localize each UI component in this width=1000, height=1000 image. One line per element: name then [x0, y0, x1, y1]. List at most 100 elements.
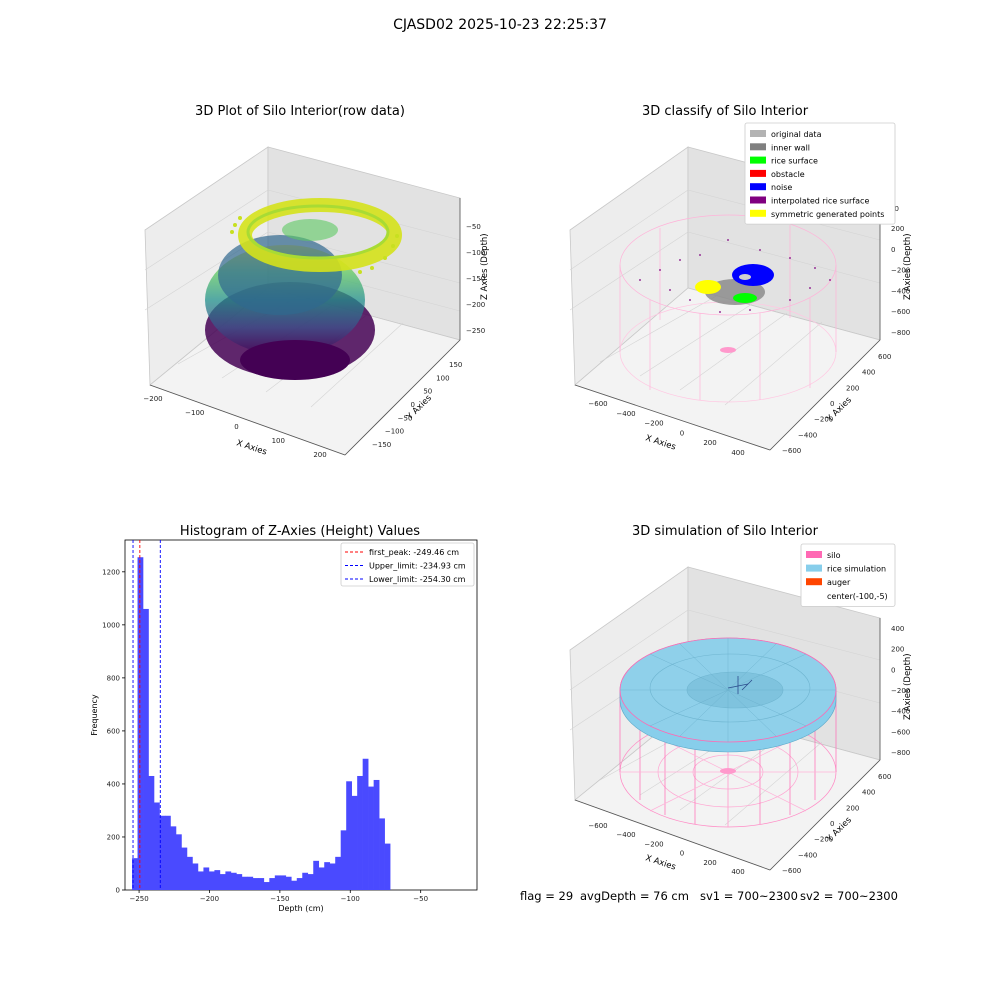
raw-y-tick: −100 — [385, 428, 404, 436]
classify-ylabel: Y Axies — [824, 395, 854, 425]
histogram-bar — [329, 863, 336, 890]
histogram-bar — [346, 781, 352, 890]
classify-y-tick: 600 — [878, 353, 891, 361]
raw-y-tick: 50 — [423, 388, 432, 396]
raw-y-tick: −150 — [372, 441, 391, 449]
simulation-x-tick: 0 — [680, 850, 684, 858]
simulation-z-tick: 400 — [891, 625, 904, 633]
classify-point-clusters — [695, 264, 774, 305]
raw-ylabel: Y Axies — [404, 393, 434, 423]
simulation-y-tick: −600 — [782, 867, 801, 875]
histogram-legend-label: Lower_limit: -254.30 cm — [369, 575, 466, 584]
simulation-y-tick: 0 — [830, 820, 834, 828]
classify-legend-item-label: symmetric generated points — [771, 210, 884, 219]
histogram-legend-label: first_peak: -249.46 cm — [369, 548, 459, 557]
simulation-z-tick: −600 — [891, 728, 910, 736]
simulation-x-tick: −600 — [588, 822, 607, 830]
classify-legend-item-label: inner wall — [771, 143, 810, 152]
classify-z-tick: −600 — [891, 308, 910, 316]
simulation-y-tick: 200 — [846, 804, 859, 812]
classify-zlabel: Z Axies (Depth) — [903, 233, 913, 300]
raw-x-tick: 200 — [313, 451, 326, 459]
raw-x-tick: 100 — [272, 437, 285, 445]
histogram-bar — [351, 795, 358, 890]
histogram-bar — [252, 878, 259, 890]
classify-legend-item-label: interpolated rice surface — [771, 197, 869, 206]
histogram-bar — [318, 867, 325, 890]
histogram-legend: first_peak: -249.46 cm Upper_limit: -234.… — [340, 542, 475, 587]
simulation-legend-item-swatch — [806, 578, 822, 586]
histogram-bar — [362, 758, 369, 890]
classify-legend-item-label: noise — [771, 183, 792, 192]
classify-z-tick: 0 — [891, 246, 895, 254]
classify-legend-item-swatch — [750, 209, 766, 217]
histogram-bar — [379, 818, 385, 890]
classify-z-tick: 200 — [891, 225, 904, 233]
histogram-y-tick: 800 — [107, 674, 120, 682]
classify-z-tick: −800 — [891, 329, 910, 337]
histogram-bar — [373, 779, 380, 890]
histogram-bar — [236, 874, 243, 890]
classify-z-tick: −200 — [891, 267, 910, 275]
status-sv2: sv2 = 700~2300 — [800, 889, 898, 903]
histogram-bar — [269, 878, 276, 890]
classify-z-tick: −400 — [891, 287, 910, 295]
histogram-bar — [208, 871, 215, 890]
simulation-y-tick: −400 — [798, 851, 817, 859]
histogram-bar — [148, 775, 155, 890]
histogram-bar — [340, 830, 347, 890]
histogram-bar — [384, 843, 391, 890]
simulation-zlabel: Z Axies (Depth) — [903, 653, 913, 720]
histogram-x-tick: −100 — [341, 895, 360, 903]
histogram-y-tick: 200 — [107, 833, 120, 841]
simulation-z-tick: 0 — [891, 666, 895, 674]
histogram-bar — [170, 826, 177, 890]
histogram-y-tick: 0 — [116, 887, 120, 895]
simulation-z-tick: −400 — [891, 708, 910, 716]
classify-xlabel: X Axies — [644, 433, 677, 452]
histogram-xlabel: Depth (cm) — [278, 904, 323, 913]
simulation-y-tick: 600 — [878, 773, 891, 781]
histogram-bar — [197, 871, 204, 890]
raw-z-tick: −200 — [466, 301, 485, 309]
classify-x-tick: −200 — [644, 420, 663, 428]
histogram-bar — [192, 863, 199, 890]
histogram-bar — [164, 815, 171, 890]
classify-legend-item-swatch — [750, 143, 766, 151]
classify-legend-item-label: original data — [771, 130, 822, 139]
histogram-bar — [280, 875, 287, 890]
histogram-y-tick: 1200 — [102, 568, 120, 576]
simulation-z-tick: 200 — [891, 646, 904, 654]
histogram-bar — [219, 874, 226, 890]
chart-title-simulation: 3D simulation of Silo Interior — [632, 524, 818, 539]
histogram-bar — [154, 802, 160, 890]
histogram-vlines — [132, 540, 161, 890]
raw-axis-ticks: −200−1000100200−150−100−50050100150−50−1… — [143, 223, 485, 459]
histogram-bar — [241, 876, 248, 890]
classify-legend-item-swatch — [750, 183, 766, 191]
histogram-bar — [247, 876, 254, 890]
histogram-bar — [132, 858, 138, 890]
raw-z-tick: −250 — [466, 327, 485, 335]
simulation-legend-item-swatch — [806, 551, 822, 558]
histogram-bar — [214, 870, 221, 890]
simulation-x-tick: −200 — [644, 840, 663, 848]
histogram-bar — [175, 834, 182, 890]
raw-y-tick: 0 — [411, 401, 415, 409]
raw-z-tick: −50 — [466, 223, 481, 231]
simulation-x-tick: 200 — [703, 859, 716, 867]
histogram-y-tick: 1000 — [102, 621, 120, 629]
histogram-bar — [159, 815, 166, 890]
raw-x-tick: −200 — [143, 395, 162, 403]
simulation-xlabel: X Axies — [644, 853, 677, 872]
histogram-bar — [285, 876, 292, 890]
histogram-bar — [186, 856, 193, 890]
chart-title-classify: 3D classify of Silo Interior — [641, 104, 809, 119]
simulation-z-tick: −200 — [891, 687, 910, 695]
histogram-bar — [258, 878, 265, 890]
histogram-frame — [124, 539, 478, 891]
raw-y-tick: 100 — [436, 374, 449, 382]
simulation-z-tick: −800 — [891, 749, 910, 757]
